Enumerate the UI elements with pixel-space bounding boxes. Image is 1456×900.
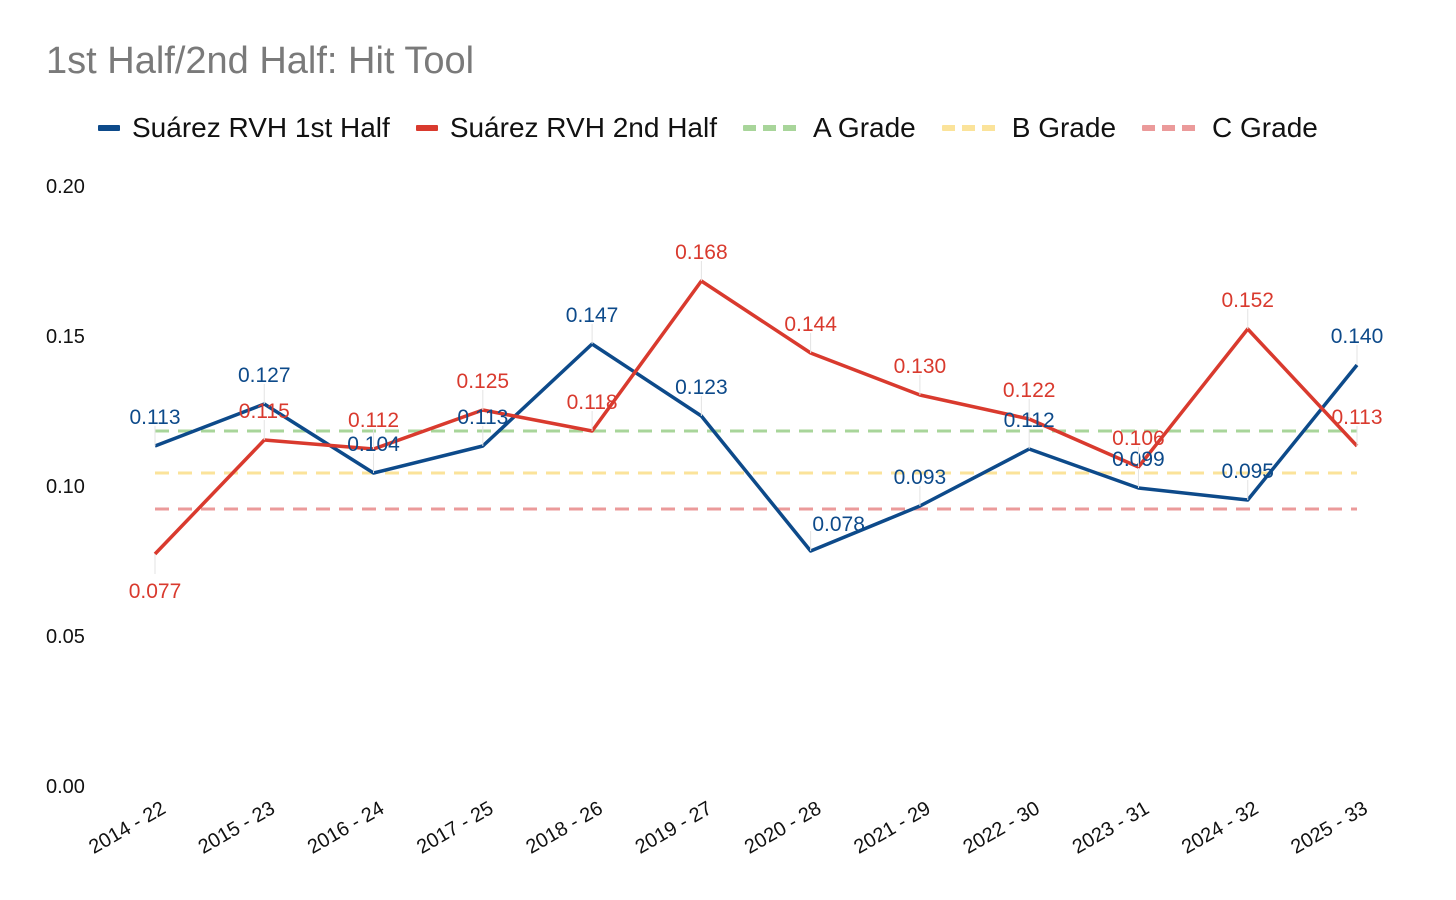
data-label: 0.078: [812, 513, 865, 536]
legend-label-1st-half: Suárez RVH 1st Half: [132, 112, 390, 143]
data-label: 0.123: [675, 376, 728, 399]
legend: Suárez RVH 1st Half Suárez RVH 2nd Half …: [98, 108, 1344, 148]
legend-label-a-grade: A Grade: [813, 112, 916, 143]
legend-item-1st-half: Suárez RVH 1st Half: [98, 112, 390, 144]
data-label: 0.144: [784, 313, 837, 336]
y-tick-label: 0.10: [46, 476, 85, 498]
data-label: 0.106: [1112, 427, 1165, 450]
x-tick-label: 2025 - 33: [1287, 797, 1371, 858]
data-label: 0.127: [238, 364, 291, 387]
data-label: 0.125: [457, 370, 510, 393]
x-tick-label: 2024 - 32: [1178, 797, 1262, 858]
legend-swatch-b-grade: [941, 125, 998, 131]
data-label: 0.115: [239, 400, 290, 423]
data-label: 0.147: [566, 304, 619, 327]
data-label: 0.112: [348, 409, 399, 432]
x-tick-label: 2018 - 26: [522, 797, 606, 858]
data-label: 0.152: [1221, 289, 1274, 312]
legend-item-c-grade: C Grade: [1142, 112, 1318, 144]
legend-swatch-2nd-half: [415, 125, 438, 131]
series-line-1st-half: [154, 342, 1359, 553]
x-tick-label: 2014 - 22: [85, 797, 169, 858]
legend-label-b-grade: B Grade: [1011, 112, 1117, 143]
legend-label-2nd-half: Suárez RVH 2nd Half: [449, 112, 717, 143]
x-tick-label: 2022 - 30: [959, 797, 1043, 858]
data-label: 0.118: [567, 391, 618, 414]
data-label: 0.168: [675, 241, 728, 264]
x-tick-label: 2020 - 28: [741, 797, 825, 858]
legend-swatch-1st-half: [98, 125, 120, 131]
data-label: 0.113: [130, 406, 181, 429]
data-label: 0.113: [457, 406, 508, 429]
data-label: 0.140: [1331, 325, 1384, 348]
y-tick-label: 0.20: [46, 176, 85, 198]
legend-swatch-a-grade: [743, 125, 799, 131]
data-label: 0.093: [894, 466, 947, 489]
data-label: 0.077: [129, 580, 182, 603]
data-label: 0.095: [1221, 460, 1274, 483]
legend-label-c-grade: C Grade: [1212, 112, 1318, 143]
legend-item-a-grade: A Grade: [743, 112, 916, 144]
chart-title: 1st Half/2nd Half: Hit Tool: [46, 40, 475, 82]
data-label: 0.112: [1004, 409, 1055, 432]
x-tick-label: 2021 - 29: [850, 797, 934, 858]
y-tick-label: 0.05: [46, 626, 85, 648]
x-tick-label: 2016 - 24: [304, 797, 388, 858]
x-tick-label: 2015 - 23: [195, 797, 279, 858]
x-tick-label: 2019 - 27: [632, 797, 716, 858]
legend-item-2nd-half: Suárez RVH 2nd Half: [415, 112, 717, 144]
x-tick-label: 2023 - 31: [1069, 797, 1153, 858]
y-tick-label: 0.00: [46, 776, 85, 798]
x-tick-label: 2017 - 25: [413, 797, 497, 858]
series-line-2nd-half: [153, 279, 1359, 556]
y-tick-label: 0.15: [46, 326, 85, 348]
data-label: 0.130: [894, 355, 947, 378]
legend-swatch-c-grade: [1142, 125, 1199, 131]
data-label: 0.113: [1332, 406, 1383, 429]
legend-item-b-grade: B Grade: [941, 112, 1117, 144]
data-label: 0.122: [1003, 379, 1056, 402]
